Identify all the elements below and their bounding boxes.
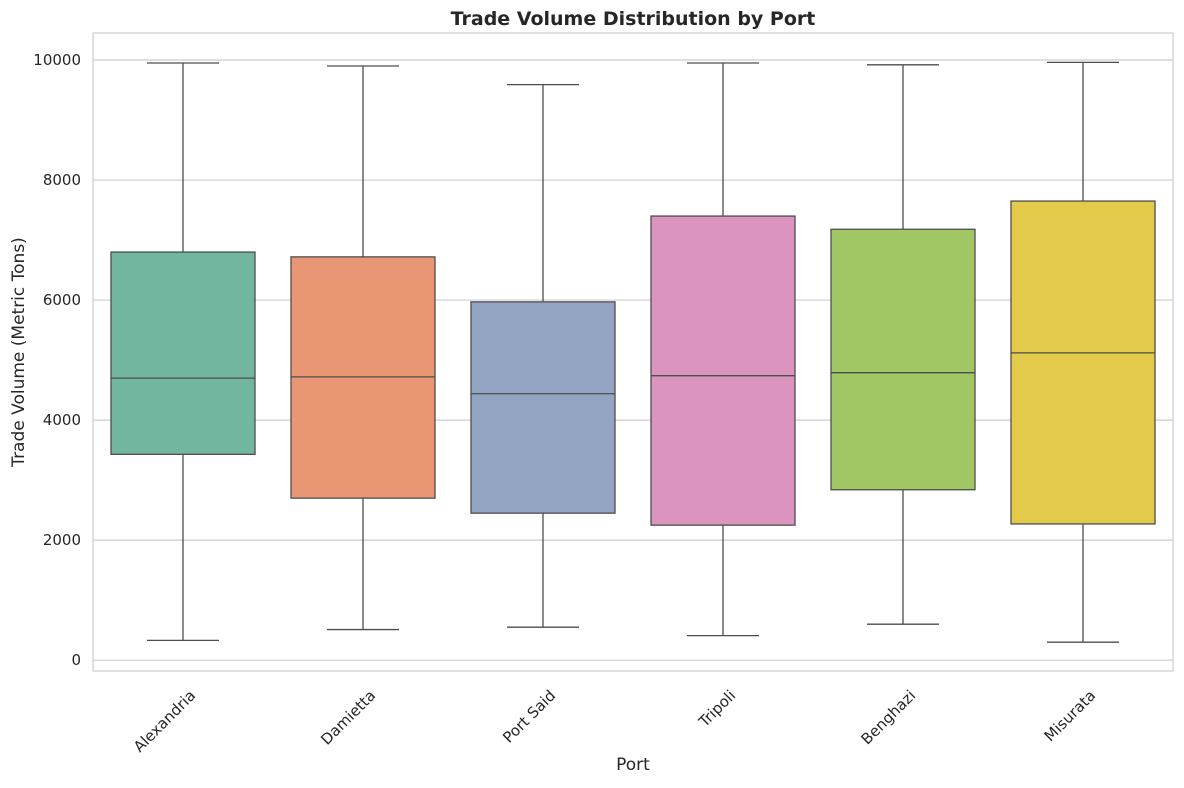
- iqr-box: [1010, 200, 1156, 525]
- box-damietta: [290, 65, 436, 631]
- chart-title: Trade Volume Distribution by Port: [451, 8, 816, 30]
- box-layer: [110, 61, 1156, 643]
- y-tick-labels: 0 2000 4000 6000 8000 10000: [33, 51, 81, 669]
- y-tick-label: 4000: [43, 411, 81, 429]
- box-alexandria: [110, 62, 256, 642]
- y-tick-label: 8000: [43, 171, 81, 189]
- x-tick-label: Misurata: [1041, 687, 1100, 746]
- x-axis-label: Port: [616, 755, 650, 775]
- x-tick-label: Port Said: [499, 687, 559, 747]
- iqr-box: [470, 301, 616, 514]
- y-tick-label: 2000: [43, 531, 81, 549]
- box-misurata: [1010, 61, 1156, 643]
- y-axis-label: Trade Volume (Metric Tons): [9, 237, 29, 468]
- x-tick-label: Benghazi: [858, 687, 920, 749]
- grid-layer: [93, 59, 1173, 661]
- box-port-said: [470, 83, 616, 628]
- y-tick-label: 10000: [33, 51, 81, 69]
- x-tick-label: Damietta: [317, 687, 379, 749]
- iqr-box: [830, 228, 976, 491]
- box-tripoli: [650, 62, 796, 637]
- box-benghazi: [830, 64, 976, 625]
- x-tick-labels: Alexandria Damietta Port Said Tripoli Bengha…: [130, 687, 1099, 756]
- plot-frame: [92, 32, 1174, 672]
- iqr-box: [650, 215, 796, 526]
- x-tick-label: Alexandria: [130, 687, 199, 756]
- y-tick-label: 6000: [43, 291, 81, 309]
- y-tick-label: 0: [71, 651, 81, 669]
- iqr-box: [110, 251, 256, 455]
- x-tick-label: Tripoli: [694, 687, 739, 732]
